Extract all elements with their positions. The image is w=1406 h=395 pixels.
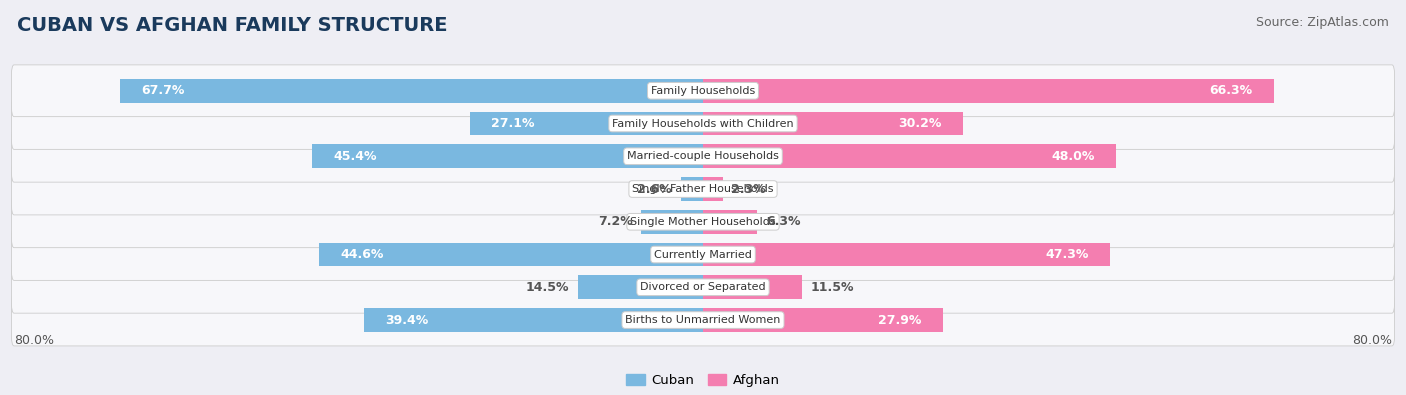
Bar [703,308,943,332]
Text: Married-couple Households: Married-couple Households [627,151,779,161]
Text: 39.4%: 39.4% [385,314,429,327]
Bar [578,275,703,299]
Text: 11.5%: 11.5% [811,281,855,294]
Text: Currently Married: Currently Married [654,250,752,260]
FancyBboxPatch shape [11,65,1395,117]
FancyBboxPatch shape [11,261,1395,313]
Bar [470,112,703,135]
Text: CUBAN VS AFGHAN FAMILY STRUCTURE: CUBAN VS AFGHAN FAMILY STRUCTURE [17,16,447,35]
FancyBboxPatch shape [11,229,1395,280]
Text: 2.6%: 2.6% [637,182,672,196]
Text: 27.1%: 27.1% [491,117,534,130]
Bar [641,210,703,233]
Bar [319,243,703,266]
Text: 80.0%: 80.0% [14,334,53,347]
Text: 47.3%: 47.3% [1046,248,1088,261]
Text: 48.0%: 48.0% [1052,150,1095,163]
Text: 45.4%: 45.4% [333,150,377,163]
Text: Source: ZipAtlas.com: Source: ZipAtlas.com [1256,16,1389,29]
Bar [681,177,703,201]
Text: 44.6%: 44.6% [340,248,384,261]
Text: Births to Unmarried Women: Births to Unmarried Women [626,315,780,325]
FancyBboxPatch shape [11,163,1395,215]
Text: Family Households: Family Households [651,86,755,96]
Text: 80.0%: 80.0% [1353,334,1392,347]
Bar [703,112,963,135]
Text: 6.3%: 6.3% [766,215,800,228]
Text: 7.2%: 7.2% [598,215,633,228]
Text: 66.3%: 66.3% [1209,84,1253,97]
Text: Single Mother Households: Single Mother Households [630,217,776,227]
Legend: Cuban, Afghan: Cuban, Afghan [621,369,785,392]
FancyBboxPatch shape [11,294,1395,346]
FancyBboxPatch shape [11,196,1395,248]
Text: Family Households with Children: Family Households with Children [612,118,794,128]
Text: 27.9%: 27.9% [879,314,922,327]
Bar [364,308,703,332]
Text: 67.7%: 67.7% [142,84,184,97]
Bar [120,79,703,103]
Text: 30.2%: 30.2% [898,117,942,130]
Bar [703,210,758,233]
Bar [312,145,703,168]
Bar [703,79,1274,103]
Text: 2.3%: 2.3% [731,182,766,196]
Text: Divorced or Separated: Divorced or Separated [640,282,766,292]
Bar [703,275,801,299]
Text: Single Father Households: Single Father Households [633,184,773,194]
Bar [703,177,723,201]
FancyBboxPatch shape [11,98,1395,149]
FancyBboxPatch shape [11,130,1395,182]
Text: 14.5%: 14.5% [526,281,569,294]
Bar [703,243,1111,266]
Bar [703,145,1116,168]
